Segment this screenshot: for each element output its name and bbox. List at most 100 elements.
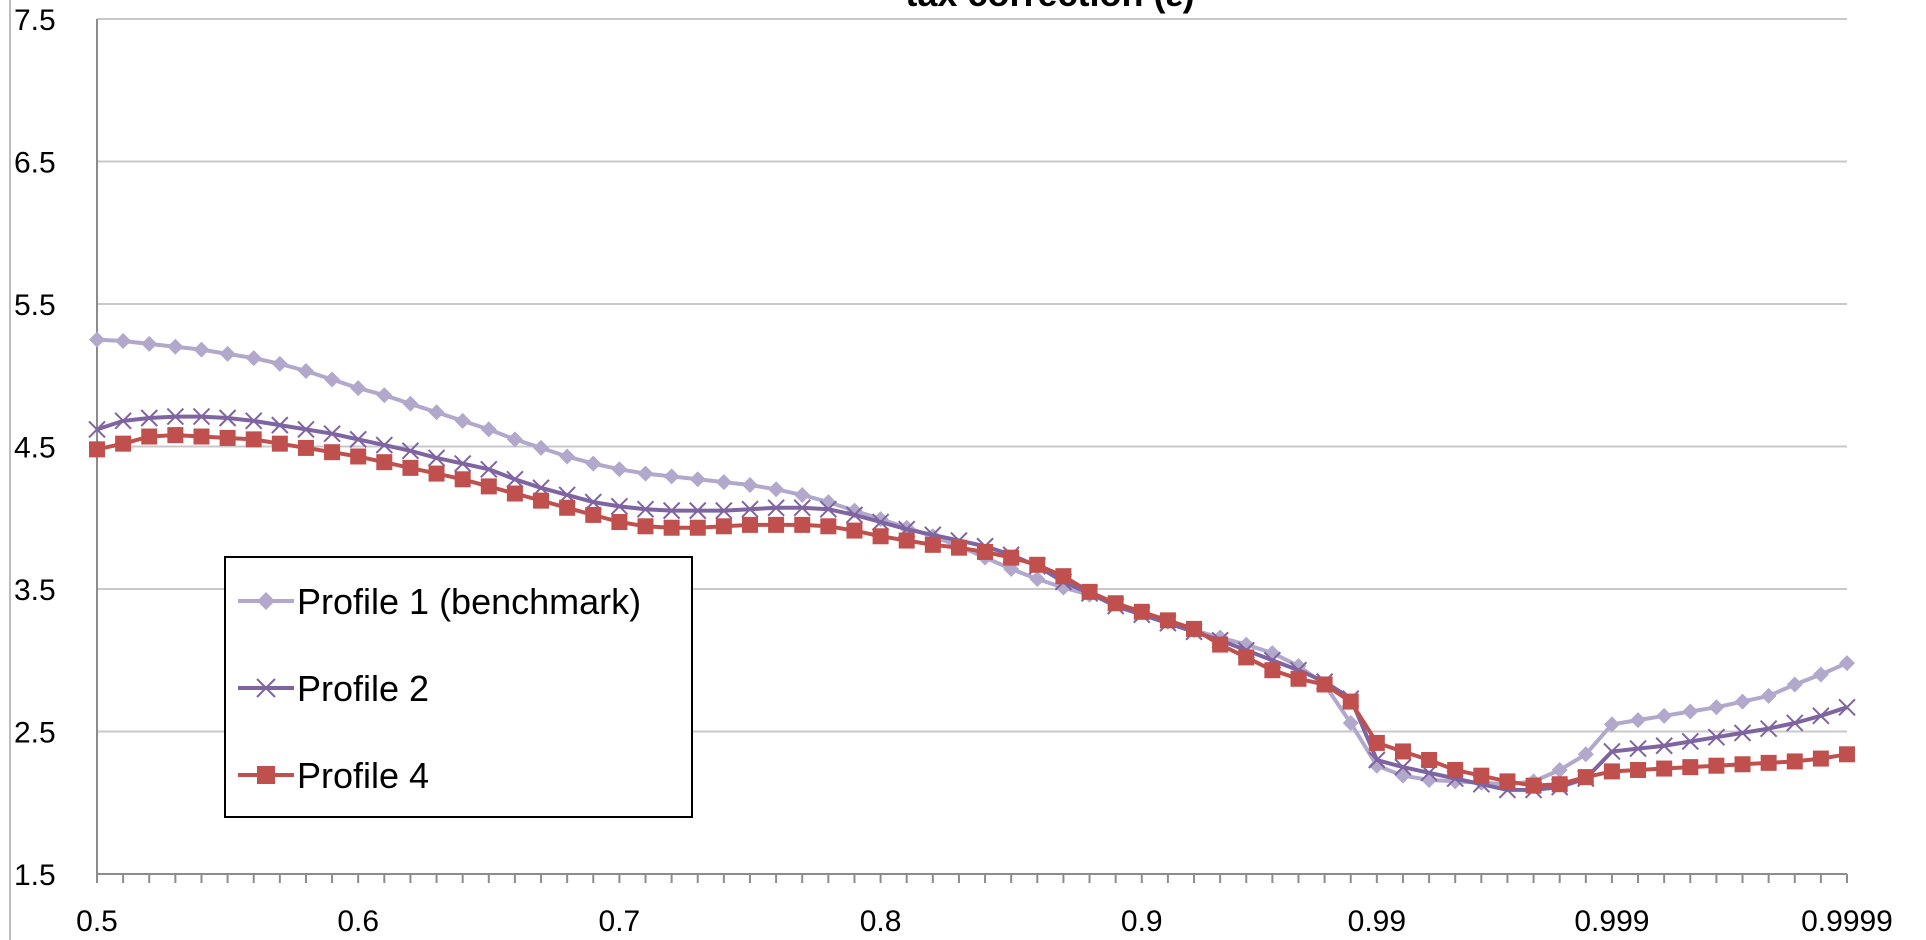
- legend-label: Profile 1 (benchmark): [297, 581, 641, 622]
- y-tick-label: 3.5: [14, 574, 56, 607]
- data-point: [1186, 620, 1203, 637]
- data-point: [271, 435, 288, 452]
- chart-title: tax correction (ε): [905, 0, 1194, 14]
- data-point: [324, 371, 341, 388]
- data-point: [350, 380, 367, 397]
- data-point: [768, 516, 785, 533]
- data-point: [428, 465, 445, 482]
- data-point: [166, 407, 185, 426]
- data-point: [1473, 767, 1490, 784]
- data-point: [1238, 649, 1255, 666]
- data-point: [1760, 754, 1777, 771]
- data-point: [1630, 761, 1647, 778]
- data-point: [1316, 676, 1333, 693]
- data-point: [533, 439, 550, 456]
- data-point: [559, 448, 576, 465]
- x-tick-label: 0.99: [1348, 905, 1406, 938]
- data-point: [611, 461, 628, 478]
- legend-entry: Profile 2: [238, 668, 429, 709]
- data-point: [88, 420, 106, 439]
- data-point: [193, 341, 210, 358]
- data-point: [115, 435, 132, 452]
- data-point: [715, 501, 733, 520]
- data-point: [1394, 743, 1411, 760]
- data-point: [1734, 756, 1751, 773]
- data-point: [1656, 707, 1673, 724]
- data-point: [1603, 763, 1620, 780]
- data-point: [140, 409, 158, 427]
- data-point: [1368, 734, 1385, 751]
- data-point: [427, 449, 446, 467]
- data-point: [1055, 568, 1072, 585]
- data-point: [480, 460, 498, 479]
- data-point: [1551, 761, 1568, 778]
- data-point: [376, 454, 393, 471]
- data-point: [1029, 556, 1046, 573]
- data-point: [1786, 676, 1803, 693]
- data-point: [1812, 707, 1830, 725]
- data-point: [924, 536, 941, 553]
- data-point: [689, 501, 707, 520]
- legend-label: Profile 4: [297, 755, 429, 796]
- data-point: [115, 333, 132, 350]
- data-point: [845, 506, 864, 524]
- data-point: [89, 331, 105, 348]
- y-tick-label: 2.5: [14, 717, 56, 750]
- data-point: [1759, 719, 1778, 738]
- data-point: [950, 539, 967, 556]
- data-point: [297, 439, 314, 456]
- data-point: [257, 766, 275, 784]
- data-point: [1681, 732, 1699, 751]
- data-point: [506, 470, 524, 488]
- data-point: [1682, 759, 1699, 776]
- data-point: [1812, 666, 1829, 683]
- data-point: [741, 500, 759, 518]
- data-point: [1421, 752, 1438, 768]
- gridlines: [97, 18, 1847, 733]
- data-point: [297, 362, 314, 379]
- data-point: [506, 431, 523, 448]
- series-3: [89, 427, 1855, 794]
- series-layer: [88, 331, 1856, 799]
- data-point: [376, 387, 393, 404]
- x-tick-label: 0.8: [860, 905, 902, 938]
- data-point: [1081, 583, 1098, 600]
- data-point: [454, 412, 471, 429]
- data-point: [636, 500, 655, 518]
- data-point: [846, 522, 863, 539]
- data-point: [1734, 693, 1751, 710]
- data-point: [89, 441, 105, 458]
- data-point: [767, 499, 785, 517]
- data-point: [1760, 687, 1777, 704]
- data-point: [1159, 612, 1176, 629]
- data-point: [480, 478, 497, 495]
- legend-entry: Profile 4: [238, 755, 429, 796]
- data-point: [663, 519, 680, 536]
- data-point: [1838, 698, 1856, 716]
- data-point: [1577, 746, 1594, 763]
- legend-entry: Profile 1 (benchmark): [238, 581, 641, 622]
- data-point: [1342, 714, 1359, 731]
- data-point: [611, 514, 628, 531]
- data-point: [1029, 571, 1046, 588]
- data-point: [585, 455, 602, 472]
- data-point: [245, 412, 263, 430]
- data-point: [1394, 758, 1412, 776]
- data-point: [1839, 655, 1855, 672]
- x-tick-label: 0.9: [1121, 905, 1163, 938]
- y-tick-label: 6.5: [14, 147, 56, 180]
- data-point: [167, 427, 184, 444]
- data-point: [1839, 746, 1855, 763]
- data-point: [1707, 728, 1726, 746]
- data-point: [585, 506, 602, 523]
- data-point: [114, 412, 132, 430]
- data-point: [141, 335, 158, 352]
- data-point: [297, 420, 315, 439]
- data-point: [453, 454, 472, 473]
- data-point: [1786, 714, 1804, 732]
- data-point: [977, 543, 994, 560]
- data-point: [323, 424, 341, 443]
- data-point: [1708, 757, 1725, 774]
- data-point: [820, 518, 837, 535]
